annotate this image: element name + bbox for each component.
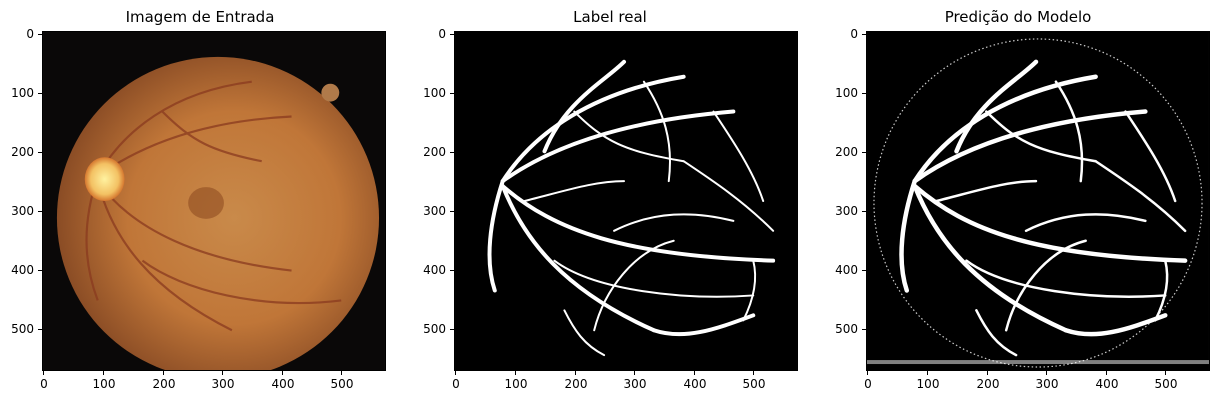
y-tick-label: 500 [824, 322, 866, 336]
x-tick-label: 0 [24, 371, 64, 391]
panel-title: Label real [573, 8, 647, 26]
y-tick-label: 100 [0, 86, 42, 100]
x-tick-label: 400 [263, 371, 303, 391]
label-image [454, 31, 798, 371]
panel-title: Imagem de Entrada [125, 8, 275, 26]
x-tick-label: 200 [144, 371, 184, 391]
panel-input: Imagem de Entrada [0, 0, 400, 407]
x-tick-label: 200 [556, 371, 596, 391]
x-tick-label: 200 [968, 371, 1008, 391]
x-tick-label: 100 [84, 371, 124, 391]
x-tick-label: 500 [322, 371, 362, 391]
y-tick-label: 200 [824, 145, 866, 159]
x-tick-label: 500 [1146, 371, 1186, 391]
panel-prediction: Predição do Modelo [818, 0, 1218, 407]
x-tick-label: 300 [203, 371, 243, 391]
y-tick-label: 400 [412, 263, 454, 277]
x-tick-label: 400 [675, 371, 715, 391]
y-tick-label: 0 [412, 27, 454, 41]
x-tick-label: 0 [848, 371, 888, 391]
x-tick-label: 300 [615, 371, 655, 391]
input-image [42, 31, 386, 371]
x-tick-label: 500 [734, 371, 774, 391]
x-tick-label: 0 [436, 371, 476, 391]
y-tick-label: 400 [0, 263, 42, 277]
y-tick-label: 200 [0, 145, 42, 159]
y-tick-label: 300 [0, 204, 42, 218]
fundus-image [43, 32, 385, 370]
x-tick-label: 400 [1087, 371, 1127, 391]
y-tick-label: 0 [0, 27, 42, 41]
y-tick-label: 300 [412, 204, 454, 218]
predicted-mask-image [867, 32, 1209, 370]
vessel-mask-image [455, 32, 797, 370]
y-tick-label: 100 [824, 86, 866, 100]
x-tick-label: 300 [1027, 371, 1067, 391]
y-tick-label: 500 [0, 322, 42, 336]
y-tick-label: 100 [412, 86, 454, 100]
prediction-image [866, 31, 1210, 371]
panel-label: Label real [410, 0, 810, 407]
x-tick-label: 100 [908, 371, 948, 391]
y-tick-label: 500 [412, 322, 454, 336]
panel-title: Predição do Modelo [944, 8, 1092, 26]
x-tick-label: 100 [496, 371, 536, 391]
y-tick-label: 400 [824, 263, 866, 277]
y-tick-label: 300 [824, 204, 866, 218]
y-tick-label: 0 [824, 27, 866, 41]
y-tick-label: 200 [412, 145, 454, 159]
